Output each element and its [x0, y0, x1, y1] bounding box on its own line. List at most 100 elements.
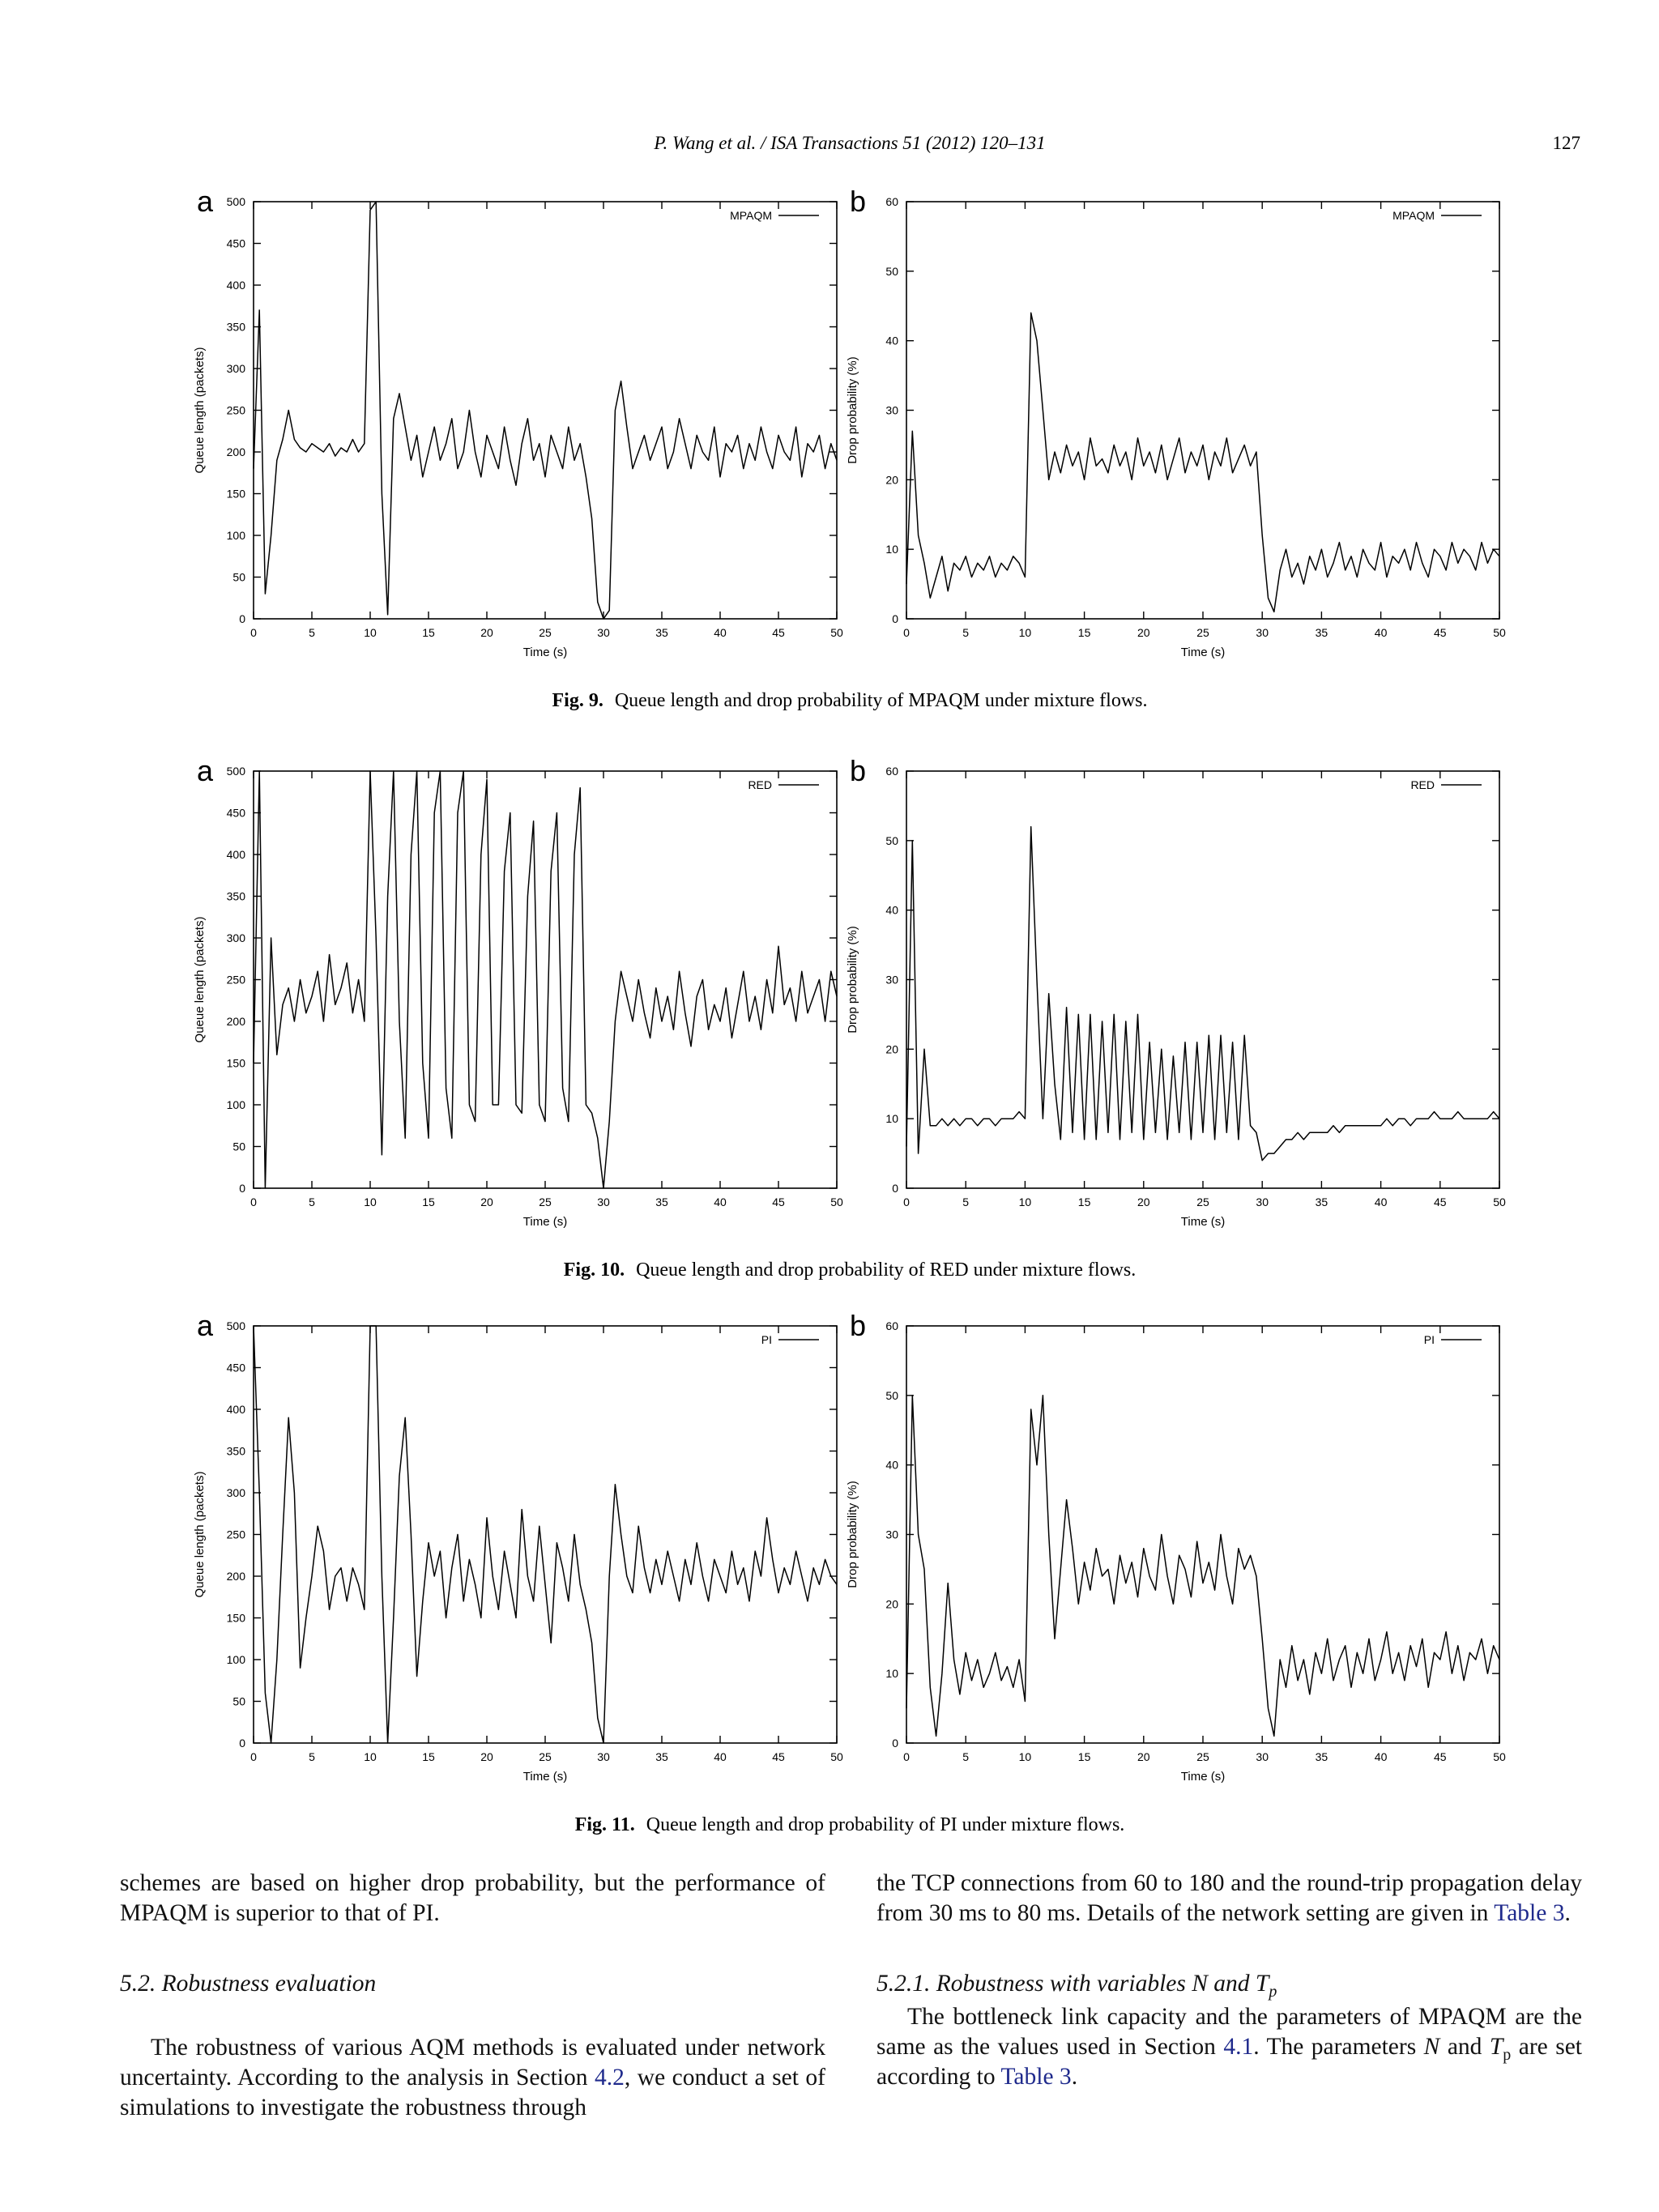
section-heading: 5.2. Robustness evaluation: [120, 1971, 377, 1997]
x-tick-label: 5: [309, 1750, 315, 1763]
y-tick-label: 60: [885, 195, 898, 208]
y-tick-label: 20: [885, 473, 898, 486]
series-line: [253, 1325, 838, 1744]
link[interactable]: Table 3: [1000, 2064, 1072, 2090]
x-tick-label: 20: [1137, 1196, 1150, 1208]
symbol: T: [1255, 1971, 1269, 1997]
symbol: T: [1489, 2034, 1503, 2060]
y-tick-label: 0: [892, 612, 898, 625]
series-line: [253, 770, 838, 1189]
y-tick-label: 150: [227, 1057, 246, 1070]
y-tick-label: 350: [227, 1445, 246, 1458]
legend-label: PI: [761, 1333, 772, 1346]
text: and: [1207, 1971, 1256, 1997]
x-axis-label: Time (s): [523, 646, 567, 659]
y-tick-label: 300: [227, 1486, 246, 1499]
link[interactable]: 4.1: [1223, 2034, 1254, 2060]
panel-label: b: [850, 754, 866, 787]
series-line: [906, 312, 1500, 613]
y-tick-label: 10: [885, 543, 898, 556]
x-tick-label: 0: [903, 1196, 910, 1208]
caption-text: Queue length and drop probability of PI …: [646, 1814, 1125, 1835]
y-tick-label: 150: [227, 488, 246, 501]
panel-label: b: [850, 185, 866, 218]
x-axis-label: Time (s): [523, 1770, 567, 1784]
text: , we conduct a set of simulations to inv…: [120, 2065, 825, 2120]
plot-frame: [253, 770, 838, 1189]
x-tick-label: 25: [539, 626, 552, 639]
x-tick-label: 25: [1196, 1750, 1209, 1763]
x-axis-label: Time (s): [1181, 1770, 1225, 1784]
x-tick-label: 25: [1196, 1196, 1209, 1208]
x-tick-label: 25: [539, 1750, 552, 1763]
x-tick-label: 30: [1256, 1750, 1269, 1763]
x-tick-label: 0: [250, 1750, 257, 1763]
figures: P. Wang et al. / ISA Transactions 51 (20…: [193, 133, 1580, 1835]
x-tick-label: 40: [1375, 1750, 1388, 1763]
x-tick-label: 5: [309, 626, 315, 639]
legend-label: MPAQM: [730, 209, 772, 222]
x-tick-label: 40: [1375, 626, 1388, 639]
x-tick-label: 40: [714, 1750, 727, 1763]
y-tick-label: 0: [892, 1737, 898, 1750]
y-tick-label: 350: [227, 890, 246, 903]
caption-label: Fig. 9.: [552, 690, 603, 711]
link[interactable]: 4.2: [595, 2065, 625, 2091]
x-tick-label: 15: [1078, 1750, 1091, 1763]
x-tick-label: 40: [1375, 1196, 1388, 1208]
y-tick-label: 40: [885, 904, 898, 917]
text: the TCP connections from 60 to 180 and t…: [876, 1870, 1582, 1926]
x-tick-label: 15: [1078, 1196, 1091, 1208]
y-tick-label: 450: [227, 807, 246, 820]
x-tick-label: 35: [1316, 1196, 1328, 1208]
subscript: p: [1503, 2045, 1512, 2064]
x-tick-label: 15: [422, 1750, 435, 1763]
y-tick-label: 150: [227, 1612, 246, 1625]
x-tick-label: 35: [655, 626, 668, 639]
y-tick-label: 50: [885, 265, 898, 278]
text: and: [1439, 2034, 1490, 2060]
series-line: [253, 201, 838, 620]
series-line: [906, 1395, 1500, 1737]
y-tick-label: 500: [227, 1319, 246, 1332]
y-tick-label: 300: [227, 931, 246, 944]
x-tick-label: 40: [714, 1196, 727, 1208]
x-axis-label: Time (s): [1181, 646, 1225, 659]
symbol: N: [1423, 2034, 1440, 2060]
y-tick-label: 0: [892, 1182, 898, 1195]
x-tick-label: 10: [364, 1750, 377, 1763]
y-tick-label: 10: [885, 1667, 898, 1680]
x-tick-label: 45: [772, 626, 785, 639]
y-tick-label: 50: [232, 1695, 245, 1708]
x-tick-label: 0: [250, 626, 257, 639]
y-tick-label: 0: [239, 612, 245, 625]
x-tick-label: 45: [1434, 1750, 1447, 1763]
y-tick-label: 50: [232, 1140, 245, 1153]
x-tick-label: 15: [422, 626, 435, 639]
x-tick-label: 50: [1493, 1196, 1506, 1208]
y-tick-label: 500: [227, 195, 246, 208]
x-tick-label: 20: [1137, 626, 1150, 639]
panel-label: b: [850, 1309, 866, 1342]
legend-label: MPAQM: [1392, 209, 1435, 222]
y-tick-label: 50: [885, 834, 898, 847]
x-tick-label: 0: [903, 626, 910, 639]
x-tick-label: 30: [1256, 626, 1269, 639]
caption: Fig. 11. Queue length and drop probabilit…: [575, 1814, 1125, 1835]
x-tick-label: 50: [830, 626, 843, 639]
x-tick-label: 45: [772, 1750, 785, 1763]
subscript: p: [1269, 1982, 1277, 2001]
text: .: [1071, 2064, 1078, 2090]
paragraph: The robustness of various AQM methods is…: [120, 2033, 825, 2123]
text: . The parameters: [1253, 2034, 1424, 2060]
caption-label: Fig. 10.: [564, 1259, 625, 1281]
y-axis-label: Queue length (packets): [193, 347, 207, 474]
x-tick-label: 15: [422, 1196, 435, 1208]
x-tick-label: 30: [597, 1196, 610, 1208]
subsection-heading: 5.2.1. Robustness with variables N and T…: [876, 1969, 1582, 2001]
y-tick-label: 400: [227, 279, 246, 292]
caption-label: Fig. 11.: [575, 1814, 635, 1835]
paragraph: the TCP connections from 60 to 180 and t…: [876, 1869, 1582, 1929]
y-axis-label: Queue length (packets): [193, 1472, 207, 1598]
link[interactable]: Table 3: [1494, 1900, 1565, 1926]
